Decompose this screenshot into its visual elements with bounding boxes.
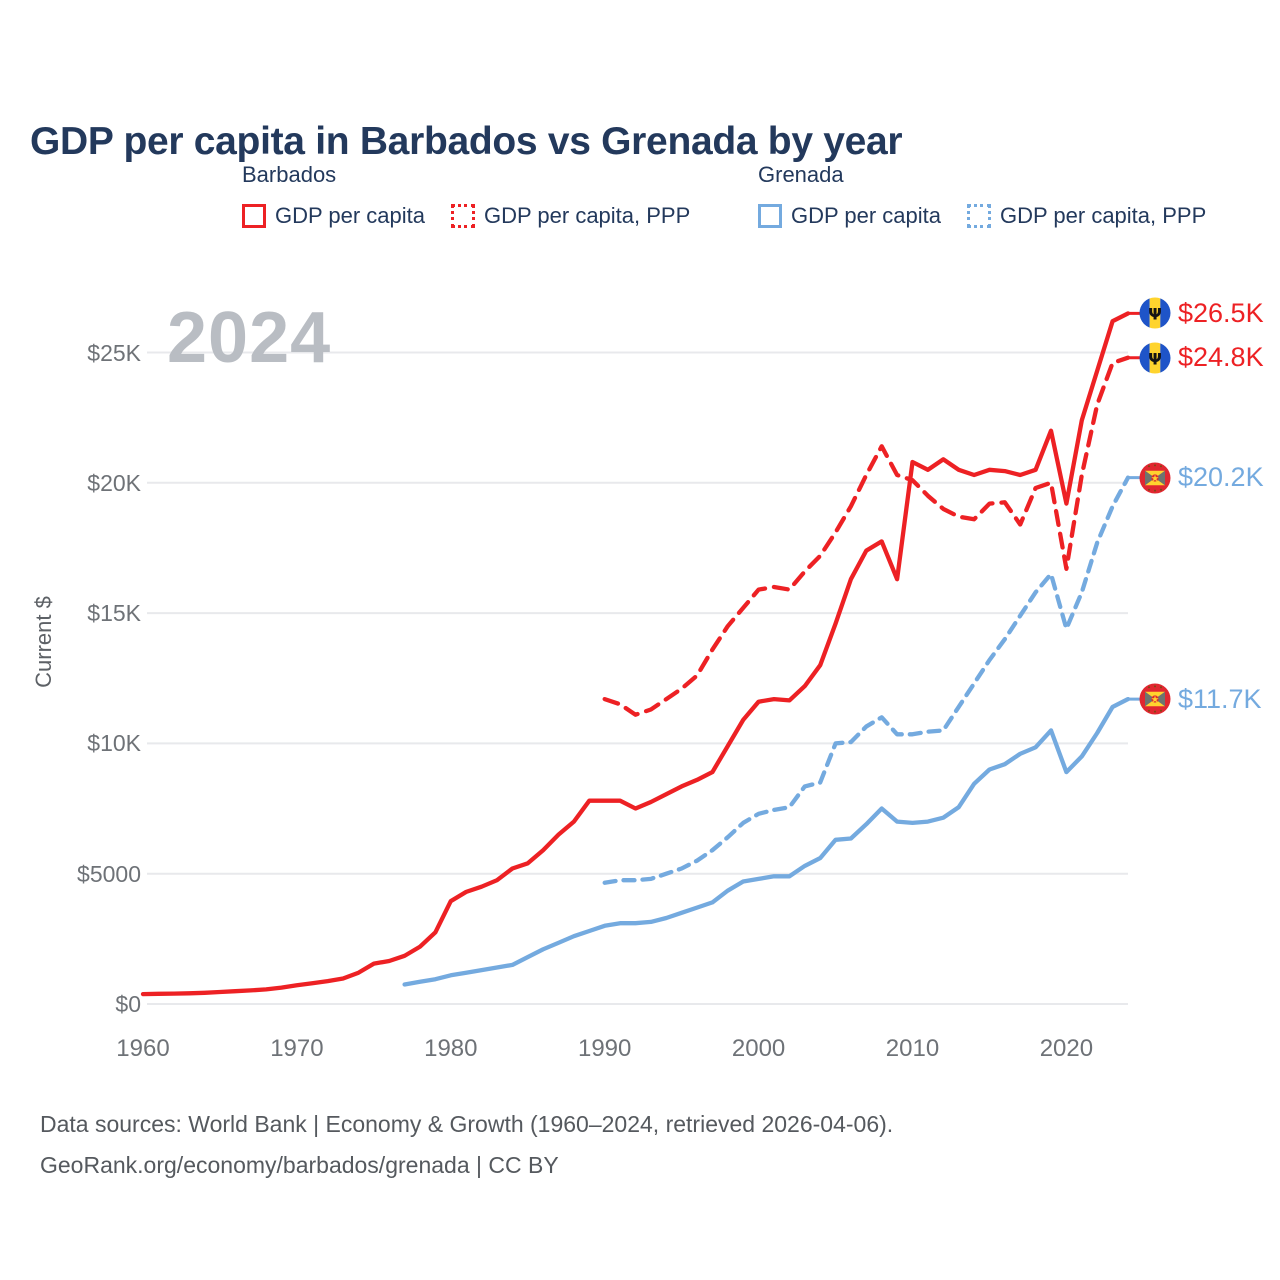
x-tick-label: 1980 [424,1035,478,1062]
x-tick-label: 2010 [885,1035,940,1062]
series-line-grenada_gdp_per_capita [402,696,1131,987]
barbados-flag-icon: Ψ [1139,342,1171,374]
y-tick-label: $10K [87,730,141,757]
y-tick-label: $25K [87,339,141,366]
end-label-value: $11.7K [1178,683,1262,714]
legend-country-grenada: Grenada [758,162,844,187]
y-tick-label: $5000 [77,860,141,887]
svg-text:★: ★ [1151,473,1160,484]
end-label-grenada_gdp_per_capita_ppp: ★ $20.2K [1139,461,1264,495]
legend-label-barbados-ppp: GDP per capita, PPP [484,203,691,228]
legend-label-grenada-gdp: GDP per capita [791,203,942,228]
svg-text:Ψ: Ψ [1148,305,1162,324]
end-label-barbados_gdp_per_capita_ppp: Ψ $24.8K [1139,341,1264,375]
x-tick-label: 2000 [731,1035,786,1062]
grenada-flag-icon: ★ [1139,462,1171,494]
y-tick-label: $15K [87,600,141,627]
footer-attribution: GeoRank.org/economy/barbados/grenada | C… [40,1152,559,1178]
legend-items-grenada: GDP per capita GDP per capita, PPP [758,203,1206,229]
legend-item-barbados-ppp: GDP per capita, PPP [451,203,690,229]
year-watermark: 2024 [167,298,331,378]
page-title: GDP per capita in Barbados vs Grenada by… [30,120,903,164]
series-line-barbados_gdp_per_capita [140,311,1131,997]
end-label-value: $24.8K [1178,342,1264,373]
grenada-flag-icon: ★ [1139,683,1171,715]
x-tick-label: 1990 [577,1035,632,1062]
legend-item-grenada-ppp: GDP per capita, PPP [967,203,1206,229]
svg-text:★: ★ [1151,694,1160,705]
legend-swatch-barbados-ppp-icon [451,204,476,228]
end-label-barbados_gdp_per_capita: Ψ $26.5K [1139,296,1264,330]
end-label-value: $20.2K [1178,462,1264,493]
series-line-barbados_gdp_per_capita_ppp [602,355,1131,717]
barbados-flag-icon: Ψ [1139,297,1171,329]
y-tick-label: $20K [87,469,141,496]
x-tick-label: 1960 [116,1035,170,1062]
legend-group-grenada: Grenada GDP per capita GDP per capita, P… [758,162,1206,229]
footer-data-sources: Data sources: World Bank | Economy & Gro… [40,1111,894,1137]
end-label-value: $26.5K [1178,297,1264,328]
x-tick-label: 1970 [270,1035,324,1062]
legend-swatch-grenada-gdp-icon [758,204,782,228]
legend-swatch-grenada-ppp-icon [967,204,992,228]
series-line-grenada_gdp_per_capita_ppp [602,475,1131,885]
legend-label-grenada-ppp: GDP per capita, PPP [1000,203,1207,228]
legend-group-barbados: Barbados GDP per capita GDP per capita, … [242,162,690,229]
svg-text:Ψ: Ψ [1148,349,1162,368]
y-axis-title: Current $ [31,596,56,688]
y-tick-label: $0 [115,991,141,1017]
legend-item-barbados-gdp: GDP per capita [242,203,425,229]
end-label-grenada_gdp_per_capita: ★ $11.7K [1139,682,1262,716]
legend-items-barbados: GDP per capita GDP per capita, PPP [242,203,690,229]
footer: Data sources: World Bank | Economy & Gro… [40,1104,893,1186]
legend-item-grenada-gdp: GDP per capita [758,203,941,229]
legend-label-barbados-gdp: GDP per capita [275,203,426,228]
x-tick-label: 2020 [1039,1035,1094,1062]
legend-country-barbados: Barbados [242,162,337,187]
legend-swatch-barbados-gdp-icon [242,204,266,228]
